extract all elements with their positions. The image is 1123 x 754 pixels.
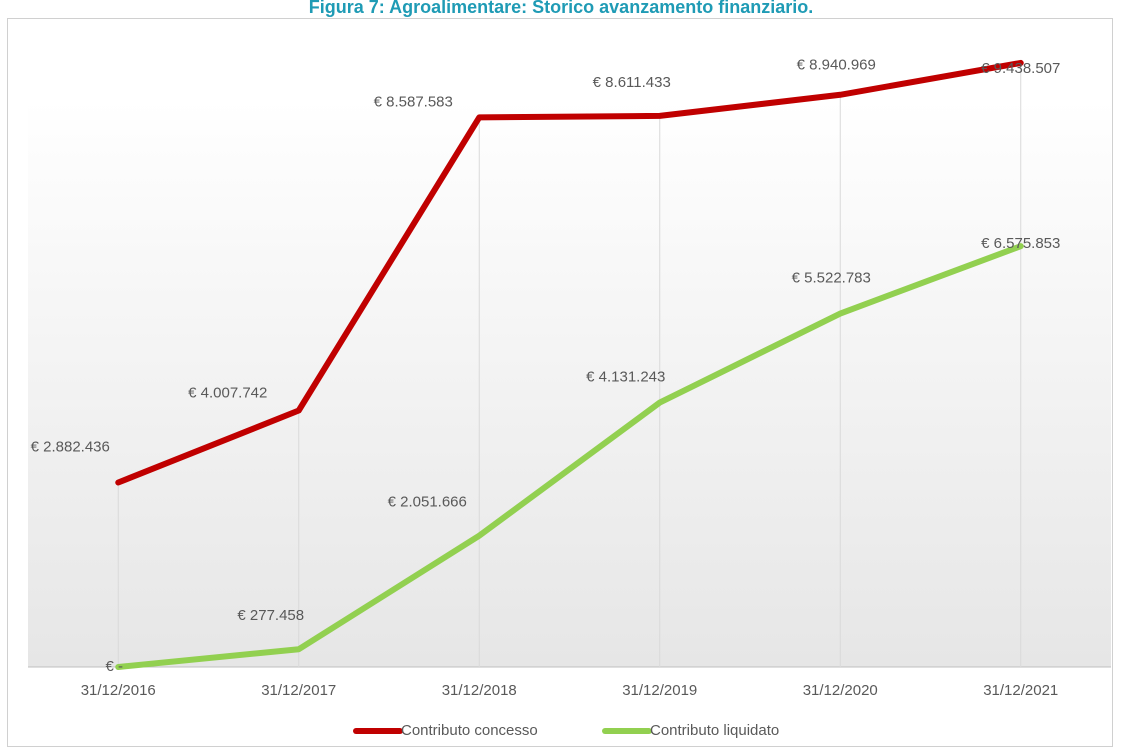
data-label: € 2.882.436: [31, 438, 110, 455]
data-label: € 8.587.583: [374, 93, 453, 110]
chart-title: Figura 7: Agroalimentare: Storico avanza…: [309, 0, 813, 17]
legend-label: Contributo concesso: [401, 722, 538, 739]
plot-background: [28, 100, 1111, 667]
data-label: € 8.940.969: [797, 57, 876, 74]
x-tick-label: 31/12/2021: [983, 682, 1058, 699]
legend-label: Contributo liquidato: [650, 722, 779, 739]
data-label: € -: [105, 658, 123, 675]
x-tick-label: 31/12/2016: [81, 682, 156, 699]
line-series: [115, 243, 1024, 670]
x-tick-label: 31/12/2017: [261, 682, 336, 699]
data-label: € 2.051.666: [388, 494, 467, 511]
data-label: € 4.007.742: [188, 384, 267, 401]
data-label: € 5.522.783: [792, 270, 871, 287]
x-tick-label: 31/12/2020: [803, 682, 878, 699]
data-label: € 8.611.433: [593, 74, 671, 91]
data-label: € 277.458: [237, 607, 304, 624]
x-tick-label: 31/12/2018: [442, 682, 517, 699]
data-label: € 6.575.853: [981, 235, 1060, 252]
x-tick-label: 31/12/2019: [622, 682, 697, 699]
data-label: € 4.131.243: [586, 369, 665, 386]
data-label: € 9.438.507: [981, 60, 1060, 77]
line-series: [115, 59, 1024, 486]
